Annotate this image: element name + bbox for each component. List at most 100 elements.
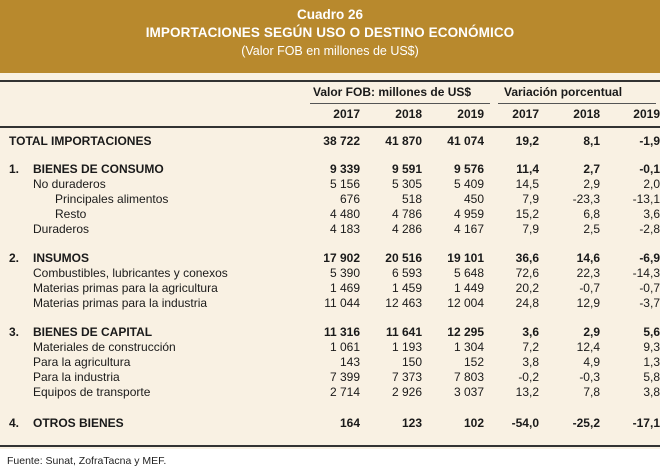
fob-value-cell: 518 [401, 192, 422, 206]
fob-value-cell: 4 183 [329, 222, 360, 236]
fob-value-cell: 6 593 [391, 266, 422, 280]
row-label: BIENES DE CAPITAL [33, 325, 153, 339]
fob-value-cell: 5 648 [453, 266, 484, 280]
variation-value-cell: -54,0 [511, 416, 539, 430]
variation-value-cell: -0,3 [579, 370, 600, 384]
fob-value-cell: 2 926 [391, 385, 422, 399]
variation-value-cell: -0,7 [579, 281, 600, 295]
col-year: 2018 [395, 107, 422, 121]
fob-value-cell: 4 959 [453, 207, 484, 221]
fob-value-cell: 676 [339, 192, 360, 206]
variation-value-cell: 7,2 [522, 340, 539, 354]
column-group-fob: Valor FOB: millones de US$ [313, 85, 472, 99]
row-number: 3. [9, 325, 20, 339]
row-label: Equipos de transporte [33, 385, 151, 399]
fob-value-cell: 9 591 [391, 162, 422, 176]
fob-value-cell: 7 803 [453, 370, 484, 384]
row-label: Materiales de construcción [33, 340, 176, 354]
variation-value-cell: 8,1 [583, 134, 600, 148]
fob-value-cell: 11 641 [385, 325, 422, 339]
source-note: Fuente: Sunat, ZofraTacna y MEF. [7, 455, 167, 467]
fob-value-cell: 4 167 [453, 222, 484, 236]
row-label: Principales alimentos [55, 192, 169, 206]
fob-value-cell: 19 101 [447, 251, 484, 265]
variation-value-cell: -0,1 [639, 162, 660, 176]
fob-value-cell: 9 576 [453, 162, 484, 176]
variation-value-cell: 3,6 [643, 207, 660, 221]
variation-value-cell: 72,6 [515, 266, 539, 280]
variation-value-cell: 3,6 [522, 325, 539, 339]
row-label: Combustibles, lubricantes y conexos [33, 266, 228, 280]
variation-value-cell: 7,8 [583, 385, 600, 399]
variation-value-cell: 20,2 [515, 281, 539, 295]
variation-value-cell: 15,2 [515, 207, 539, 221]
fob-value-cell: 41 870 [385, 134, 422, 148]
fob-value-cell: 1 193 [391, 340, 422, 354]
column-group-variation: Variación porcentual [504, 85, 623, 99]
fob-value-cell: 2 714 [329, 385, 360, 399]
variation-value-cell: 2,5 [583, 222, 600, 236]
variation-value-cell: 6,8 [583, 207, 600, 221]
variation-value-cell: -3,7 [639, 296, 660, 310]
fob-value-cell: 7 373 [391, 370, 422, 384]
col-year: 2017 [333, 107, 360, 121]
fob-value-cell: 3 037 [453, 385, 484, 399]
variation-value-cell: 13,2 [515, 385, 539, 399]
variation-value-cell: 11,4 [516, 162, 539, 176]
variation-value-cell: 9,3 [643, 340, 660, 354]
fob-value-cell: 450 [463, 192, 484, 206]
row-number: 4. [9, 416, 20, 430]
fob-value-cell: 143 [339, 355, 360, 369]
fob-value-cell: 17 902 [323, 251, 360, 265]
variation-value-cell: 2,9 [583, 325, 600, 339]
fob-value-cell: 1 469 [329, 281, 360, 295]
fob-value-cell: 5 390 [329, 266, 360, 280]
fob-value-cell: 11 316 [323, 325, 360, 339]
variation-value-cell: 7,9 [522, 192, 539, 206]
fob-value-cell: 152 [463, 355, 484, 369]
fob-value-cell: 12 295 [447, 325, 484, 339]
fob-value-cell: 150 [401, 355, 422, 369]
top-rule [0, 80, 660, 82]
variation-value-cell: 24,8 [515, 296, 539, 310]
variation-value-cell: 1,3 [643, 355, 660, 369]
fob-value-cell: 1 061 [329, 340, 360, 354]
variation-value-cell: -23,3 [572, 192, 600, 206]
fob-value-cell: 9 339 [329, 162, 360, 176]
variation-group-rule [498, 103, 656, 104]
variation-value-cell: 12,9 [576, 296, 600, 310]
col-year: 2019 [633, 107, 660, 121]
fob-value-cell: 1 449 [453, 281, 484, 295]
fob-value-cell: 164 [339, 416, 360, 430]
fob-value-cell: 7 399 [329, 370, 360, 384]
variation-value-cell: 4,9 [583, 355, 600, 369]
variation-value-cell: 12,4 [576, 340, 600, 354]
fob-value-cell: 12 463 [385, 296, 422, 310]
variation-value-cell: 22,3 [576, 266, 600, 280]
variation-value-cell: -0,2 [518, 370, 539, 384]
table-number: Cuadro 26 [296, 7, 364, 22]
table-body-background [0, 73, 660, 449]
variation-value-cell: 14,6 [576, 251, 600, 265]
fob-value-cell: 41 074 [447, 134, 484, 148]
fob-value-cell: 5 305 [391, 177, 422, 191]
variation-value-cell: -6,9 [639, 251, 660, 265]
fob-value-cell: 38 722 [323, 134, 360, 148]
row-label: Resto [55, 207, 87, 221]
variation-value-cell: 19,2 [515, 134, 539, 148]
fob-value-cell: 4 786 [391, 207, 422, 221]
table-header-band: Cuadro 26 IMPORTACIONES SEGÚN USO O DEST… [0, 0, 660, 73]
variation-value-cell: -0,7 [639, 281, 660, 295]
variation-value-cell: -25,2 [572, 416, 600, 430]
variation-value-cell: 7,9 [522, 222, 539, 236]
variation-value-cell: 3,8 [522, 355, 539, 369]
row-label: INSUMOS [33, 251, 90, 265]
fob-value-cell: 5 156 [329, 177, 360, 191]
fob-value-cell: 1 304 [453, 340, 484, 354]
row-label: TOTAL IMPORTACIONES [9, 134, 152, 148]
variation-value-cell: 2,7 [583, 162, 600, 176]
variation-value-cell: 5,6 [643, 325, 660, 339]
row-number: 2. [9, 251, 20, 265]
variation-value-cell: -2,8 [639, 222, 660, 236]
fob-value-cell: 4 480 [329, 207, 360, 221]
